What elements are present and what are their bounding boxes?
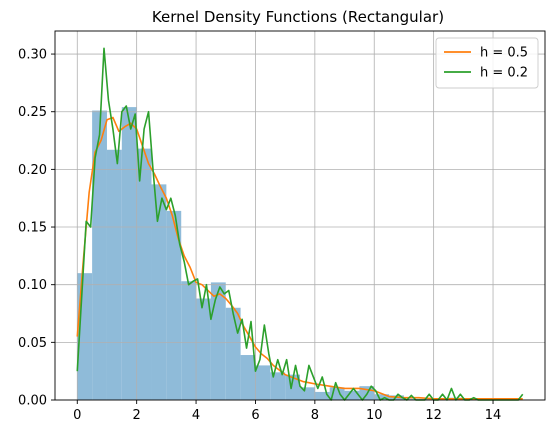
y-tick-label: 0.00 <box>18 394 47 409</box>
histogram-bar <box>255 365 271 400</box>
y-tick-label: 0.30 <box>18 48 47 63</box>
x-tick-label: 0 <box>73 408 81 423</box>
x-tick-label: 4 <box>192 408 200 423</box>
histogram-bar <box>210 282 226 400</box>
x-tick-label: 8 <box>311 408 319 423</box>
y-tick-label: 0.05 <box>18 336 47 351</box>
histogram-bar <box>270 372 286 400</box>
y-tick-label: 0.20 <box>18 163 47 178</box>
histogram-bar <box>181 281 197 400</box>
histogram-bar <box>196 298 211 400</box>
y-tick-label: 0.10 <box>18 278 47 293</box>
series-line <box>76 47 524 401</box>
histogram-bars <box>77 107 508 401</box>
histogram-bar <box>121 107 137 400</box>
histogram-bar <box>314 391 330 400</box>
x-tick-label: 2 <box>133 408 141 423</box>
histogram-bar <box>240 355 256 400</box>
chart-title: Kernel Density Functions (Rectangular) <box>152 8 444 26</box>
histogram-bar <box>151 184 167 400</box>
histogram-bar <box>225 307 241 400</box>
legend-box <box>435 37 539 89</box>
histogram-bar <box>106 149 122 400</box>
histogram-bar <box>166 210 182 400</box>
legend-label: h = 0.2 <box>480 66 528 81</box>
x-tick-label: 12 <box>425 408 442 423</box>
x-tick-label: 14 <box>485 408 502 423</box>
plot-frame <box>54 30 546 401</box>
kde-lines <box>76 47 524 401</box>
histogram-bar <box>418 398 434 400</box>
histogram-bar <box>374 394 390 400</box>
histogram-bar <box>136 148 152 400</box>
y-tick-label: 0.25 <box>18 105 47 120</box>
histogram-bar <box>285 374 300 400</box>
histogram-bar <box>92 110 107 401</box>
legend-label: h = 0.5 <box>480 46 528 61</box>
series-line <box>76 116 523 400</box>
histogram-bar <box>403 398 419 400</box>
x-tick-label: 6 <box>251 408 259 423</box>
axes-frame <box>54 30 546 401</box>
y-tick-label: 0.15 <box>18 221 47 236</box>
histogram-bar <box>344 390 360 400</box>
axis-ticks: 0 2 4 6 8 10 12 14 0.00 0.05 0.10 0.15 0.20 0.25 0.30 <box>18 48 501 423</box>
x-tick-label: 10 <box>366 408 383 423</box>
legend: h = 0.5 h = 0.2 <box>435 37 539 89</box>
